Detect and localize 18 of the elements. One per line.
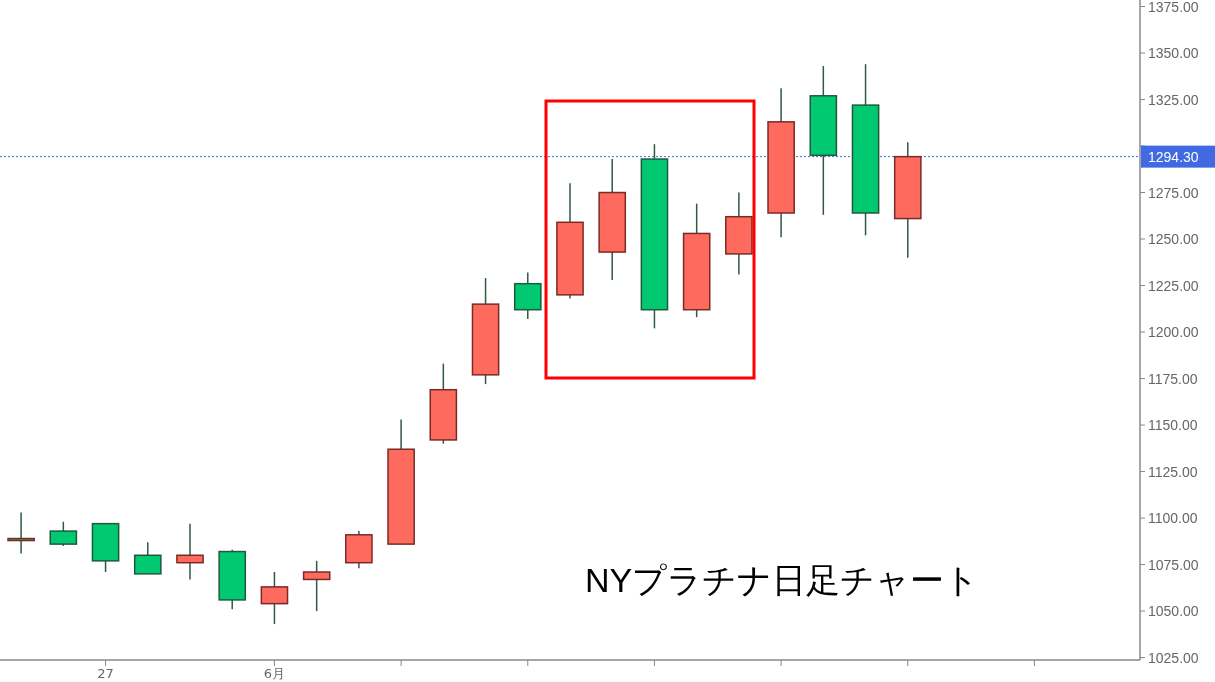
y-tick-label: 1050.00 — [1148, 603, 1199, 620]
x-tick-label: 6月 — [262, 666, 287, 682]
y-tick-label: 1350.00 — [1148, 45, 1199, 62]
y-tick-label: 1200.00 — [1148, 324, 1199, 341]
y-tick-label: 1275.00 — [1148, 184, 1199, 201]
ref-line-label: 1294.30 — [1148, 148, 1199, 165]
y-tick-label: 1175.00 — [1148, 370, 1198, 387]
y-tick-label: 1025.00 — [1148, 649, 1199, 666]
y-tick-label: 1075.00 — [1148, 556, 1199, 573]
y-tick-label: 1150.00 — [1148, 417, 1198, 434]
y-tick-label: 1100.00 — [1148, 510, 1198, 527]
y-tick-label: 1225.00 — [1148, 277, 1199, 294]
y-tick-label: 1125.00 — [1148, 463, 1198, 480]
text: NYプラチナ日足チャート — [585, 561, 980, 599]
y-tick-label: 1325.00 — [1148, 91, 1199, 108]
y-tick-label: 1250.00 — [1148, 231, 1199, 248]
x-tick-label: 27 — [96, 666, 115, 682]
y-tick-label: 1375.00 — [1148, 0, 1199, 15]
